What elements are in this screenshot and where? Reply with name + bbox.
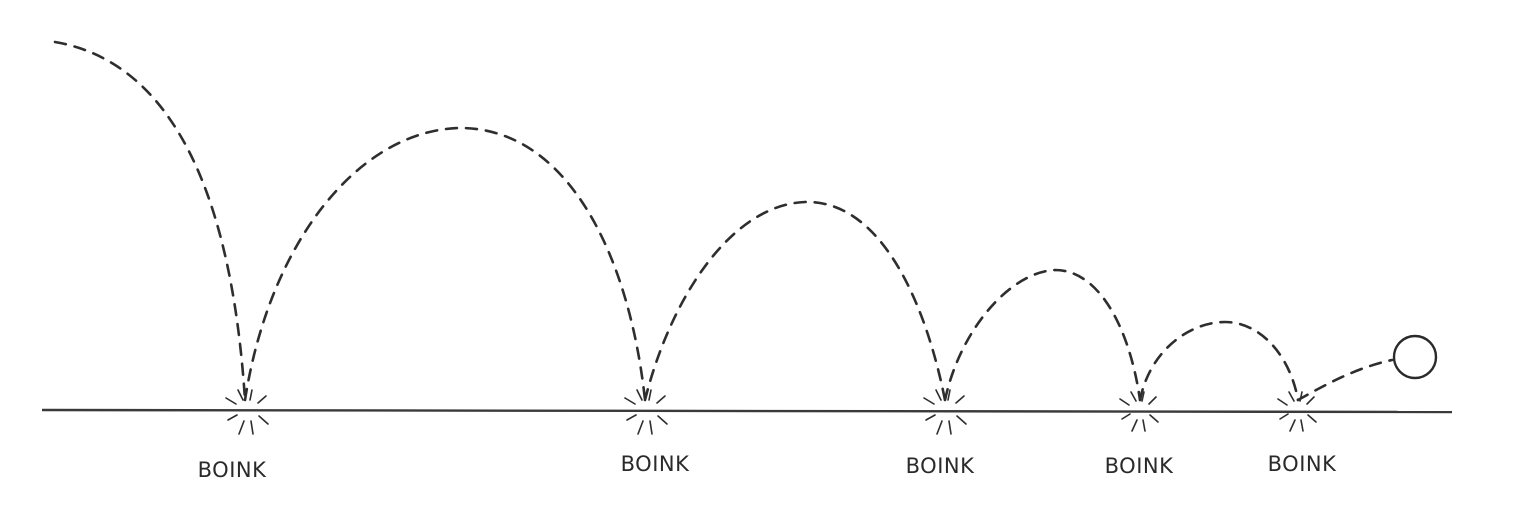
- impact-burst-5: [1277, 391, 1317, 432]
- boink-label-2: BOINK: [621, 452, 690, 476]
- impact-burst-3: [923, 389, 967, 435]
- boink-label-4: BOINK: [1105, 454, 1174, 478]
- ball: [1392, 334, 1438, 380]
- boink-label-3: BOINK: [906, 454, 975, 478]
- roll-path: [1296, 358, 1394, 402]
- bounce-arc-3: [943, 268, 1142, 402]
- bounce-arc-4: [1138, 320, 1300, 402]
- ground-line: [41, 408, 1453, 414]
- bounce-arc-2: [643, 200, 947, 402]
- impact-burst-4: [1119, 391, 1159, 432]
- bounce-arc-1: [243, 126, 647, 402]
- impact-burst-1: [225, 389, 269, 435]
- fall-path: [53, 40, 247, 402]
- boink-label-5: BOINK: [1268, 452, 1337, 476]
- boink-label-1: BOINK: [198, 458, 267, 482]
- impact-burst-2: [624, 389, 668, 435]
